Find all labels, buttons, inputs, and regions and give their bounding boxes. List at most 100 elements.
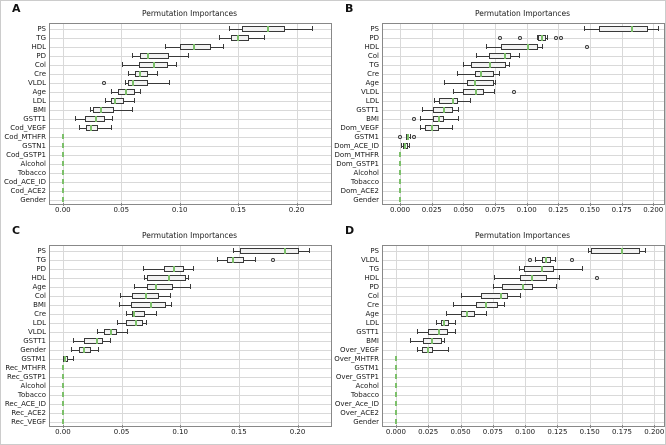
median-line xyxy=(192,43,195,50)
zero-median-tick xyxy=(394,374,397,379)
outlier-point xyxy=(585,44,590,49)
median-line xyxy=(100,106,103,113)
box xyxy=(481,292,509,299)
box xyxy=(470,61,507,68)
box xyxy=(179,43,212,50)
y-axis-label: Gender xyxy=(20,345,46,354)
x-axis-tick-label: 0.125 xyxy=(547,428,568,436)
x-axis-tick xyxy=(460,425,462,428)
whisker-cap xyxy=(457,71,459,76)
whisker-cap xyxy=(658,26,660,31)
box xyxy=(135,70,149,77)
x-axis-tick xyxy=(589,203,591,206)
whisker-cap xyxy=(518,266,520,271)
box xyxy=(128,79,149,86)
whisker-cap xyxy=(139,89,141,94)
zero-median-tick xyxy=(399,197,402,202)
y-axis-label: Age xyxy=(32,282,46,291)
v-gridline xyxy=(621,24,623,204)
y-axis-label: Tobacco xyxy=(350,390,379,399)
y-axis-label: Alcohol xyxy=(353,168,379,177)
median-line xyxy=(442,319,445,326)
outlier-point xyxy=(412,116,416,121)
whisker-cap xyxy=(492,284,494,289)
whisker-cap xyxy=(476,53,478,58)
panel-title: Permutation Importances xyxy=(474,231,571,240)
median-line xyxy=(89,124,92,131)
whisker-cap xyxy=(188,275,190,280)
y-axis-label: VLDL xyxy=(28,78,46,87)
y-axis-label: Age xyxy=(365,78,379,87)
h-gridline xyxy=(383,259,664,261)
whisker-cap xyxy=(157,71,159,76)
x-axis-tick xyxy=(238,203,240,206)
zero-median-tick xyxy=(61,383,64,388)
median-line xyxy=(133,310,136,317)
whisker-cap xyxy=(110,89,112,94)
median-line xyxy=(114,97,117,104)
y-axis-label: Cod_ACE2 xyxy=(10,186,46,195)
whisker-cap xyxy=(588,248,590,253)
h-gridline xyxy=(383,37,664,39)
box xyxy=(474,70,494,77)
v-gridline xyxy=(558,24,560,204)
box xyxy=(126,319,143,326)
v-gridline xyxy=(296,24,298,204)
y-axis-label: Dom_MTHFR xyxy=(334,150,379,159)
whisker-cap xyxy=(455,320,457,325)
median-line xyxy=(540,34,543,41)
whisker-cap xyxy=(111,116,113,121)
v-gridline xyxy=(238,24,240,204)
x-axis-tick-label: 0.125 xyxy=(548,206,569,214)
y-axis-label: Acohol xyxy=(355,381,379,390)
x-axis-tick xyxy=(621,203,623,206)
v-gridline xyxy=(654,246,656,426)
y-axis-label: PD xyxy=(36,51,46,60)
x-axis-tick xyxy=(121,425,123,428)
h-gridline xyxy=(50,295,331,297)
y-axis-label: Cre xyxy=(34,69,46,78)
x-axis-tick xyxy=(525,425,527,428)
outlier-point xyxy=(398,134,403,139)
y-axis-label: Alcohol xyxy=(20,159,46,168)
whisker-cap xyxy=(535,257,537,262)
whisker-cap xyxy=(124,80,126,85)
h-gridline xyxy=(50,304,331,306)
zero-median-tick xyxy=(61,410,64,415)
y-axis-label: Cod_VEGF xyxy=(10,123,46,132)
median-line xyxy=(283,247,286,254)
y-axis-label: Gender xyxy=(353,417,379,426)
h-gridline xyxy=(50,118,331,120)
median-line xyxy=(149,301,152,308)
y-axis-label: GSTM1 xyxy=(354,132,379,141)
median-line xyxy=(267,25,270,32)
whisker-cap xyxy=(120,293,122,298)
whisker-cap xyxy=(519,53,521,58)
median-line xyxy=(167,274,170,281)
median-line xyxy=(485,301,488,308)
v-gridline xyxy=(179,24,181,204)
x-axis-tick-label: 0.10 xyxy=(172,428,189,436)
h-gridline xyxy=(50,421,331,423)
zero-median-tick xyxy=(61,401,64,406)
median-line xyxy=(488,61,491,68)
h-gridline xyxy=(50,109,331,111)
x-axis-tick-label: 0.050 xyxy=(450,428,471,436)
whisker-cap xyxy=(435,320,437,325)
x-axis-tick-label: 0.050 xyxy=(453,206,474,214)
zero-median-tick xyxy=(61,170,64,175)
x-axis-tick-label: 0.200 xyxy=(644,428,665,436)
zero-median-tick xyxy=(61,419,64,424)
h-gridline xyxy=(383,412,664,414)
y-axis-label: GSTM1 xyxy=(21,354,46,363)
whisker-cap xyxy=(126,311,128,316)
h-gridline xyxy=(383,118,664,120)
y-axis-label: TG xyxy=(369,60,379,69)
whisker-cap xyxy=(416,347,418,352)
h-gridline xyxy=(383,55,664,57)
whisker-cap xyxy=(169,80,171,85)
median-line xyxy=(504,52,507,59)
h-gridline xyxy=(50,73,331,75)
panel-A: A Permutation Importances 0.00 0.05 0.10 0.15… xyxy=(1,1,334,223)
whisker-cap xyxy=(460,293,462,298)
